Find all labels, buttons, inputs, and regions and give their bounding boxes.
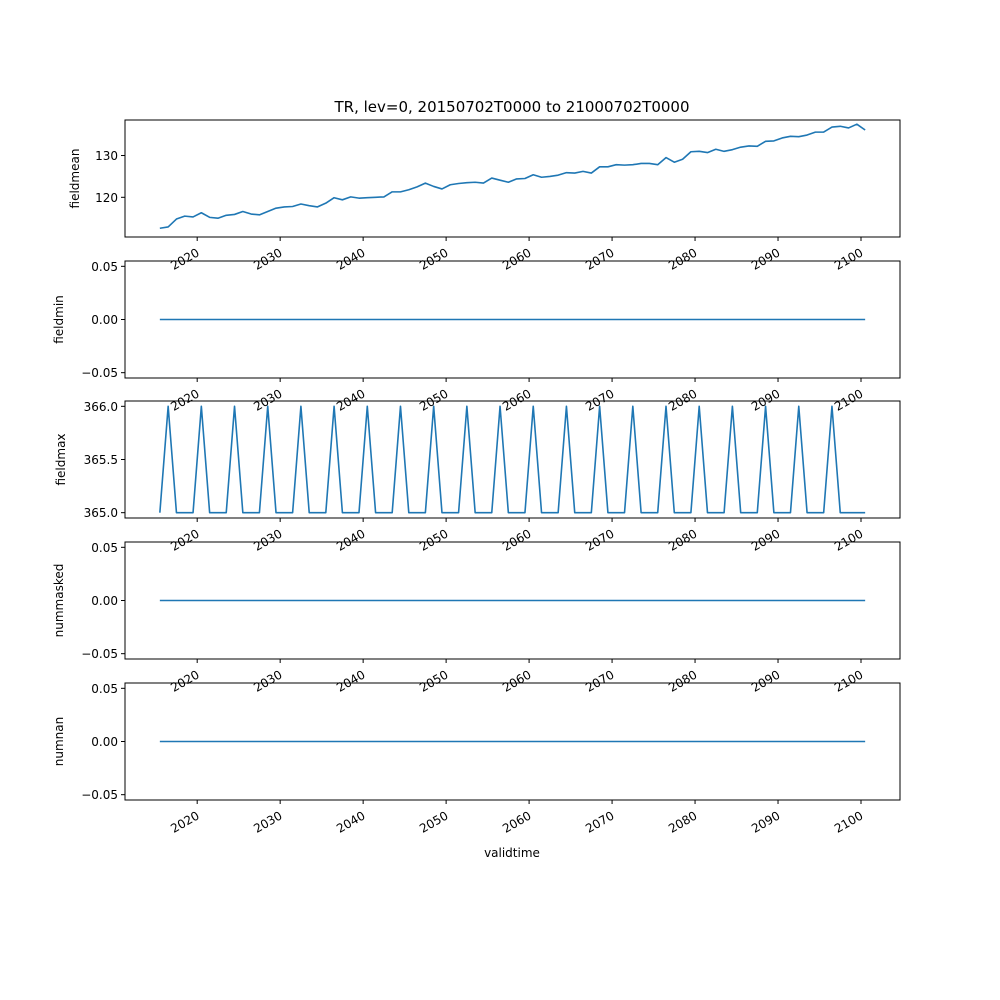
y-tick-label: 0.00 xyxy=(91,594,118,608)
axes-frame-fieldmax xyxy=(124,400,901,519)
y-tick-label: 0.05 xyxy=(91,260,118,274)
y-tick-label: 0.00 xyxy=(91,735,118,749)
y-tick-label: −0.05 xyxy=(81,788,118,802)
y-tick-label: 130 xyxy=(95,149,118,163)
axes-frame-nummasked xyxy=(124,541,901,660)
y-axis-label-fieldmean: fieldmean xyxy=(68,149,82,209)
x-axis-label: validtime xyxy=(484,846,540,860)
axes-frame-fieldmin xyxy=(124,260,901,379)
figure-title: TR, lev=0, 20150702T0000 to 21000702T000… xyxy=(333,98,689,116)
y-tick-label: 0.05 xyxy=(91,541,118,555)
y-tick-label: 365.0 xyxy=(84,506,118,520)
y-tick-label: 0.00 xyxy=(91,313,118,327)
series-line-fieldmax xyxy=(159,405,866,514)
y-tick-label: −0.05 xyxy=(81,366,118,380)
y-tick-label: −0.05 xyxy=(81,647,118,661)
y-tick-label: 120 xyxy=(95,191,118,205)
axes-frame-numnan xyxy=(124,682,901,801)
y-axis-label-numnan: numnan xyxy=(52,717,66,766)
axes-frame-fieldmean xyxy=(124,119,901,238)
y-axis-label-fieldmin: fieldmin xyxy=(52,295,66,344)
y-tick-label: 0.05 xyxy=(91,682,118,696)
y-axis-label-nummasked: nummasked xyxy=(52,564,66,638)
y-axis-label-fieldmax: fieldmax xyxy=(54,433,68,485)
series-line-fieldmean xyxy=(159,123,866,230)
y-tick-label: 365.5 xyxy=(84,453,118,467)
y-tick-label: 366.0 xyxy=(84,400,118,414)
